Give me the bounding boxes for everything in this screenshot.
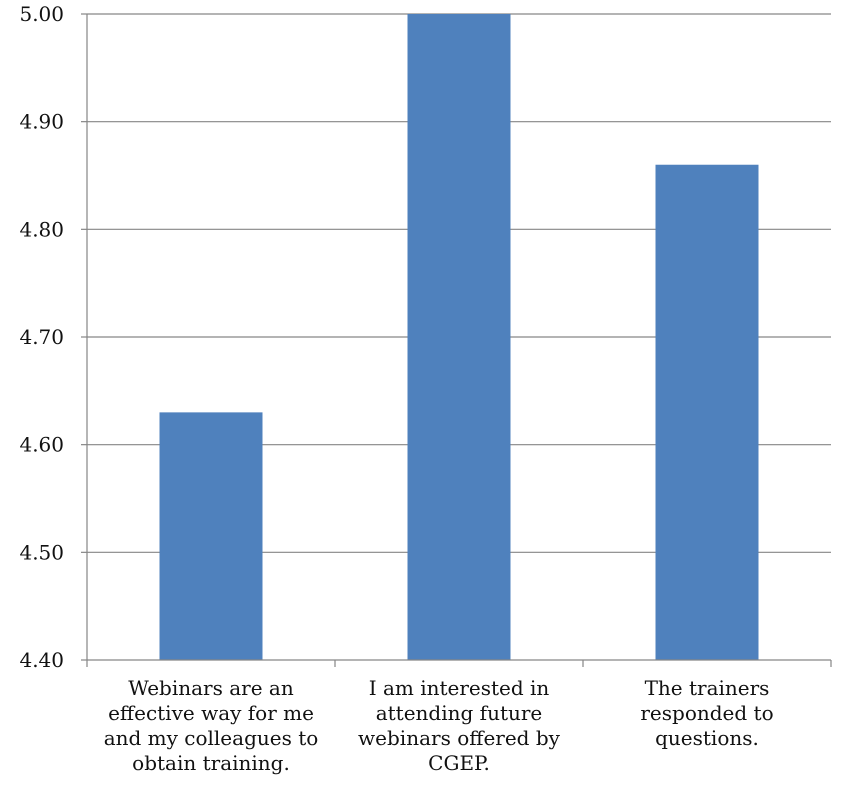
bar (655, 164, 759, 660)
axes (81, 13, 832, 667)
bars (159, 14, 759, 660)
x-category-label-line: obtain training. (132, 751, 290, 775)
y-tick-labels: 4.40 4.50 4.60 4.70 4.80 4.90 5.00 (19, 2, 64, 672)
x-category-label: Webinars are an effective way for me and m… (86, 676, 336, 776)
y-tick-label: 4.50 (19, 540, 64, 564)
y-tick-label: 4.80 (19, 217, 64, 241)
y-tick-label: 4.90 (19, 110, 64, 134)
x-category-label-line: The trainers (644, 676, 770, 700)
y-tick-label: 4.70 (19, 325, 64, 349)
x-category-label-line: webinars offered by (358, 726, 560, 750)
y-tick-label: 4.60 (19, 433, 64, 457)
x-category-label-line: questions. (655, 726, 759, 750)
x-category-label-line: effective way for me (108, 701, 314, 725)
x-category-label-line: CGEP. (428, 751, 490, 775)
y-tick-label: 4.40 (19, 648, 64, 672)
bar (159, 412, 263, 660)
x-category-label-line: Webinars are an (128, 676, 294, 700)
x-category-label-line: responded to (640, 701, 774, 725)
bar (407, 14, 511, 660)
x-category-label-line: attending future (375, 701, 543, 725)
x-category-label: I am interested in attending future webina… (334, 676, 584, 776)
x-category-label: The trainers responded to questions. (582, 676, 832, 751)
x-category-label-line: and my colleagues to (103, 726, 319, 750)
y-tick-label: 5.00 (19, 2, 64, 26)
x-category-label-line: I am interested in (368, 676, 550, 700)
